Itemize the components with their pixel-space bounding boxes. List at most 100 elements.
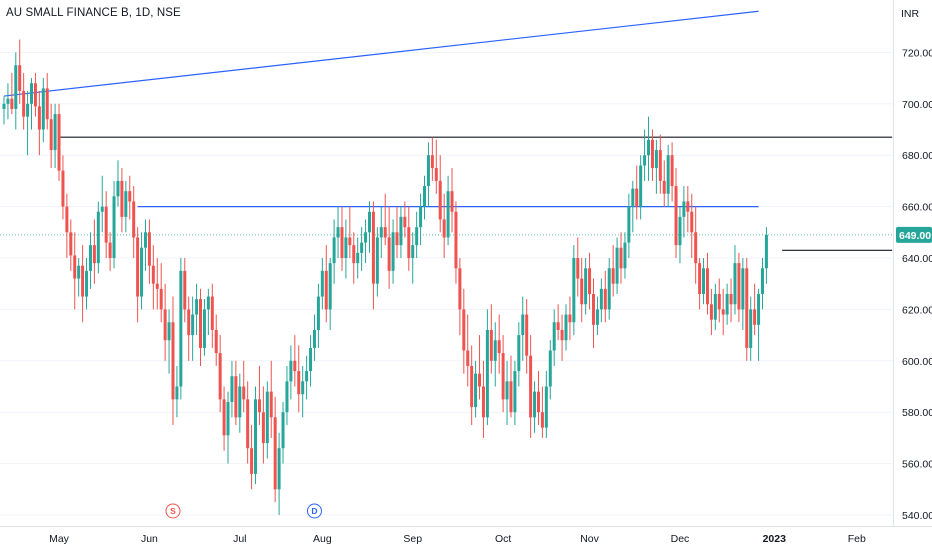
candle-body <box>73 255 77 279</box>
candle-body <box>470 365 474 408</box>
candle-body <box>250 448 254 474</box>
price-tick-label: 660.00 <box>902 202 932 214</box>
price-tick-label: 540.00 <box>902 510 932 522</box>
candle <box>61 155 65 220</box>
candle-body <box>120 180 124 217</box>
candle <box>595 296 599 336</box>
candle <box>572 245 576 336</box>
candle-body <box>686 201 690 212</box>
price-tick-label: 720.00 <box>902 47 932 59</box>
candle <box>206 288 210 336</box>
price-axis[interactable]: 540.00 560.00 580.00 600.00 620.00 640.00 660.… <box>902 47 932 522</box>
event-marker-circle <box>165 503 181 519</box>
candle-body <box>513 371 517 413</box>
candle-body <box>2 103 6 109</box>
candle <box>415 211 419 258</box>
candle-body <box>501 353 505 400</box>
candle-body <box>49 119 53 151</box>
candle-body <box>560 329 564 341</box>
candle-body <box>446 191 450 238</box>
candle-body <box>273 417 277 490</box>
candle <box>316 283 320 348</box>
candle <box>702 258 706 305</box>
candle <box>312 314 316 361</box>
candle-body <box>615 247 619 284</box>
candle-body <box>639 165 643 207</box>
candle-body <box>438 180 442 220</box>
candle-body <box>434 168 438 181</box>
candle-body <box>356 252 360 264</box>
candle <box>544 371 548 438</box>
candle-body <box>352 245 356 264</box>
symbol-title[interactable]: AU SMALL FINANCE B, 1D, NSE <box>6 7 181 19</box>
candle <box>426 142 430 207</box>
candle-body <box>297 371 301 395</box>
time-axis[interactable]: May Jun Jul Aug Sep Oct Nov Dec 2023 Feb <box>49 533 866 545</box>
candle-body <box>631 188 635 207</box>
candle <box>293 335 297 387</box>
candle <box>407 206 411 271</box>
candle-body <box>30 83 34 104</box>
time-tick-label: 2023 <box>763 533 787 545</box>
candle-body <box>202 309 206 348</box>
candle-body <box>592 293 595 325</box>
candle-body <box>481 386 485 418</box>
candle <box>238 373 242 433</box>
candle-body <box>210 296 214 330</box>
candle <box>226 391 230 464</box>
candle-body <box>391 232 395 271</box>
candle <box>462 288 466 374</box>
candle-body <box>285 381 289 413</box>
candle-body <box>678 216 682 246</box>
candle <box>143 219 147 271</box>
candle <box>674 168 678 258</box>
candle <box>269 360 273 438</box>
candle-body <box>88 245 92 271</box>
candle <box>281 401 285 464</box>
candle-body <box>22 90 26 117</box>
candle <box>584 258 588 315</box>
candle <box>611 245 615 297</box>
candle-body <box>159 288 163 310</box>
candle-body <box>312 329 316 348</box>
candle <box>155 258 159 310</box>
candle <box>619 232 623 284</box>
candle-body <box>713 293 717 320</box>
candle <box>285 365 289 426</box>
candle <box>556 304 560 341</box>
candle-body <box>415 227 419 246</box>
candle-body <box>749 309 753 348</box>
candle <box>30 78 34 130</box>
candle <box>104 191 108 258</box>
candle-body <box>627 206 631 243</box>
time-tick-label: Jul <box>233 533 246 545</box>
candle <box>273 396 277 503</box>
candle-body <box>332 237 336 264</box>
candle <box>49 103 53 169</box>
candle-body <box>238 386 242 418</box>
candle-body <box>423 186 427 207</box>
candle <box>411 232 415 284</box>
candle <box>214 314 218 366</box>
candle <box>466 314 470 387</box>
candle <box>328 258 332 330</box>
candle-body <box>348 237 352 246</box>
price-tick-label: 640.00 <box>902 253 932 265</box>
candle <box>187 296 191 361</box>
candle <box>250 425 254 490</box>
candle <box>525 299 529 374</box>
candlestick-series <box>2 39 768 515</box>
candle-body <box>364 232 368 243</box>
candle <box>717 278 721 323</box>
candle-body <box>764 234 768 269</box>
candle <box>383 193 387 246</box>
candle <box>297 345 301 413</box>
candle-body <box>324 270 328 310</box>
candle-body <box>57 114 61 171</box>
candle-body <box>289 360 293 382</box>
candle-body <box>371 211 375 284</box>
candle <box>529 335 533 438</box>
price-tick-label: 600.00 <box>902 356 932 368</box>
candle-body <box>167 322 171 341</box>
